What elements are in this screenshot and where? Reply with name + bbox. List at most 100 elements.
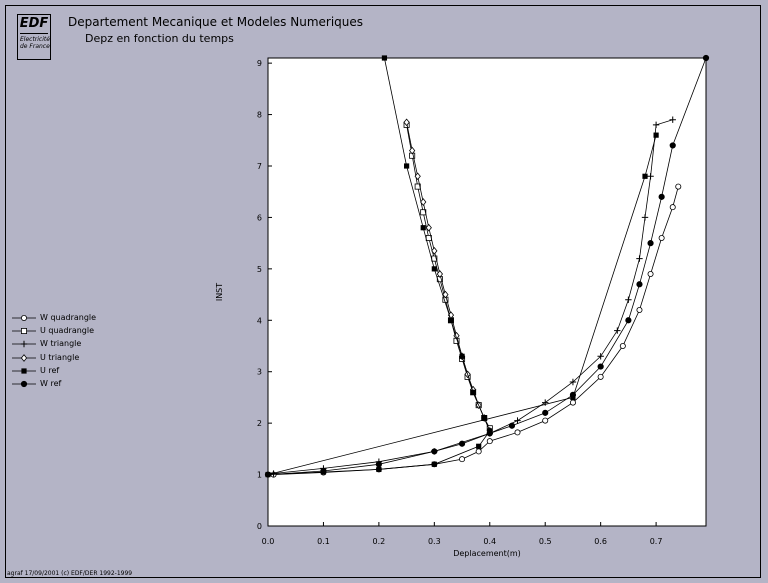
plot-area	[267, 57, 707, 527]
data-point	[669, 116, 676, 123]
data-point	[375, 461, 382, 468]
chart-title: Depz en fonction du temps	[85, 32, 234, 45]
data-point	[675, 183, 682, 190]
y-tick-label: 7	[257, 162, 262, 171]
data-point	[320, 467, 327, 475]
series-line	[406, 122, 491, 432]
x-tick-label: 0.6	[594, 537, 607, 546]
series-line	[267, 57, 707, 475]
data-point	[647, 240, 654, 247]
y-tick-label: 9	[257, 59, 262, 68]
organization-name: Departement Mecanique et Modeles Numeriq…	[68, 15, 364, 29]
x-tick-label: 0.7	[650, 537, 663, 546]
data-point	[514, 417, 521, 424]
data-point	[264, 471, 272, 478]
data-point	[658, 193, 665, 200]
y-tick-label: 2	[257, 419, 262, 428]
data-point	[647, 173, 654, 180]
data-point	[475, 448, 482, 455]
legend-marker	[12, 368, 36, 374]
x-tick-label: 0.5	[539, 537, 552, 546]
data-point	[470, 389, 476, 395]
series-w-ref	[264, 54, 710, 478]
legend-symbol	[20, 353, 28, 362]
data-point	[569, 399, 576, 406]
data-point	[404, 163, 410, 169]
legend-marker	[12, 353, 36, 362]
data-point	[569, 378, 577, 386]
footer-text: agraf 17/09/2001 (c) EDF/DER 1992-1999	[7, 570, 133, 577]
data-point	[625, 296, 632, 303]
data-point	[476, 443, 482, 449]
logo-divider	[20, 33, 48, 34]
y-tick-label: 3	[257, 368, 262, 377]
data-point	[420, 198, 427, 206]
data-point	[702, 54, 710, 62]
x-tick-label: 0.4	[483, 537, 496, 546]
data-point	[459, 353, 465, 359]
y-axis-label: INST	[215, 283, 224, 301]
data-point	[508, 422, 516, 429]
data-point	[459, 456, 466, 463]
y-tick-label: 6	[257, 213, 262, 222]
data-point	[597, 373, 604, 380]
data-point	[653, 132, 659, 138]
legend-symbol	[20, 341, 28, 348]
x-tick-label: 0.3	[428, 537, 441, 546]
data-point	[431, 448, 438, 455]
outer-frame	[5, 5, 761, 578]
data-point	[486, 430, 493, 437]
data-point	[625, 317, 632, 324]
data-point	[636, 255, 643, 262]
legend-label: W quadrangle	[40, 313, 97, 322]
data-point	[597, 363, 604, 370]
data-point	[376, 466, 382, 473]
data-point	[420, 225, 426, 231]
x-tick-label: 0.2	[373, 537, 386, 546]
y-tick-label: 4	[257, 316, 262, 325]
legend-label: U triangle	[40, 352, 80, 362]
data-point	[381, 55, 388, 61]
legend-marker	[12, 328, 36, 335]
x-tick-label: 0.0	[262, 537, 275, 546]
data-point	[642, 173, 648, 179]
edf-logo: EDF Electricité de France	[17, 14, 51, 60]
data-point	[614, 327, 621, 334]
data-point	[619, 342, 626, 349]
data-point	[431, 266, 437, 272]
data-point	[486, 438, 493, 445]
data-point	[431, 247, 438, 255]
legend-label: W ref	[40, 378, 62, 388]
y-tick-label: 5	[257, 265, 262, 274]
x-axis-label: Deplacement(m)	[453, 549, 521, 558]
data-point	[652, 121, 660, 129]
legend-marker	[12, 315, 36, 321]
legend-label: U quadrangle	[40, 326, 95, 336]
legend-label: U ref	[40, 365, 60, 375]
logo-subtext: Electricité de France	[20, 36, 50, 50]
y-tick-label: 0	[257, 522, 262, 531]
logo-text: EDF	[19, 16, 49, 31]
legend-symbol	[20, 380, 28, 388]
data-point	[409, 146, 416, 155]
legend-marker	[12, 341, 36, 348]
data-point	[542, 417, 549, 424]
data-point	[647, 270, 654, 277]
series-line	[273, 119, 673, 474]
data-point	[414, 172, 421, 181]
legend-symbol	[20, 315, 27, 321]
legend-label: W triangle	[40, 339, 82, 349]
data-point	[569, 391, 577, 398]
legend-marker	[12, 380, 36, 388]
legend-symbol	[21, 368, 27, 374]
y-tick-label: 8	[257, 111, 262, 120]
data-point	[442, 290, 449, 299]
data-point	[481, 415, 487, 421]
data-point	[514, 429, 521, 436]
data-point	[458, 440, 466, 447]
data-point	[658, 234, 665, 241]
data-point	[448, 317, 454, 323]
data-point	[641, 214, 649, 221]
x-tick-label: 0.1	[317, 537, 330, 546]
